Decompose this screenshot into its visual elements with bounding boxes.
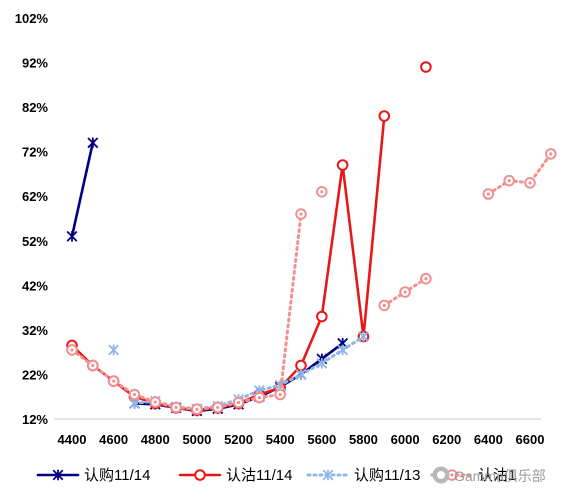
legend-item: 认购11/14 — [36, 467, 150, 484]
data-point — [482, 188, 495, 200]
data-point — [503, 174, 515, 187]
data-point — [87, 359, 99, 372]
data-point — [337, 344, 349, 356]
y-tick-label: 92% — [22, 56, 48, 71]
data-point — [149, 396, 162, 408]
series-line — [70, 114, 386, 412]
y-tick-label: 72% — [22, 145, 48, 160]
data-point — [295, 369, 307, 380]
data-point — [232, 396, 245, 409]
legend: 认购11/14 认沽11/14 认购11/13 认沽1 — [36, 467, 516, 484]
y-tick-label: 62% — [22, 189, 48, 204]
legend-label: 认沽1 — [478, 467, 516, 484]
data-point — [316, 357, 328, 369]
series-line — [70, 212, 303, 411]
data-point — [274, 388, 286, 401]
watermark: Gamma俱乐部 — [432, 466, 546, 484]
data-point — [545, 148, 557, 160]
data-point — [524, 177, 536, 189]
watermark-text: Gamma俱乐部 — [454, 468, 546, 484]
data-point — [191, 403, 203, 415]
series-1 — [66, 137, 349, 417]
y-tick-label: 82% — [22, 100, 48, 115]
data-point — [420, 272, 432, 285]
x-tick-label: 5600 — [307, 432, 336, 447]
data-point — [66, 230, 78, 242]
series-line — [70, 141, 95, 238]
data-point — [378, 299, 391, 312]
data-point — [316, 310, 328, 323]
series-4 — [66, 148, 557, 415]
data-point — [295, 208, 307, 220]
x-tick-label: 6600 — [516, 432, 545, 447]
x-tick-label: 5200 — [224, 432, 253, 447]
data-point — [399, 286, 411, 298]
data-point — [170, 401, 182, 414]
x-tick-label: 6400 — [474, 432, 503, 447]
series-layer — [66, 61, 557, 417]
legend-label: 认购11/13 — [354, 467, 420, 484]
data-point — [107, 375, 120, 387]
x-tick-label: 5400 — [266, 432, 295, 447]
data-point — [87, 137, 99, 149]
data-point — [128, 388, 141, 401]
data-point — [194, 469, 206, 481]
data-point — [336, 159, 349, 171]
y-tick-label: 102% — [15, 11, 49, 26]
legend-item: 认沽11/14 — [178, 467, 292, 484]
y-axis: 12% 22% 32% 42% 52% 62% 72% 82% 92% 102% — [15, 11, 49, 427]
data-point — [358, 331, 369, 343]
x-tick-label: 6000 — [391, 432, 420, 447]
data-point — [253, 391, 266, 404]
x-tick-label: 4800 — [141, 432, 170, 447]
data-point — [52, 469, 64, 481]
data-point — [66, 344, 78, 356]
data-point — [108, 344, 120, 356]
x-axis: 4400 4600 4800 5000 5200 5400 5600 5800 6000 6200… — [58, 432, 545, 447]
series-line — [486, 152, 553, 196]
legend-item: 认沽1 — [430, 467, 516, 484]
data-point — [420, 61, 432, 73]
x-tick-label: 5800 — [349, 432, 378, 447]
data-point — [211, 401, 224, 414]
y-tick-label: 12% — [22, 412, 48, 427]
watermark-logo-inner — [437, 471, 445, 479]
data-point — [295, 359, 307, 372]
legend-label: 认购11/14 — [84, 467, 150, 484]
y-tick-label: 22% — [22, 367, 48, 382]
legend-item: 认购11/13 — [306, 467, 420, 484]
legend-label: 认沽11/14 — [226, 467, 292, 484]
data-point — [378, 110, 391, 122]
x-tick-label: 6200 — [432, 432, 461, 447]
y-tick-label: 42% — [22, 278, 48, 293]
x-tick-label: 4400 — [58, 432, 87, 447]
data-point — [322, 469, 334, 481]
x-tick-label: 5000 — [182, 432, 211, 447]
y-tick-label: 52% — [22, 234, 48, 249]
x-tick-label: 4600 — [99, 432, 128, 447]
y-tick-label: 32% — [22, 323, 48, 338]
data-point — [316, 185, 328, 198]
series-2 — [66, 61, 432, 416]
